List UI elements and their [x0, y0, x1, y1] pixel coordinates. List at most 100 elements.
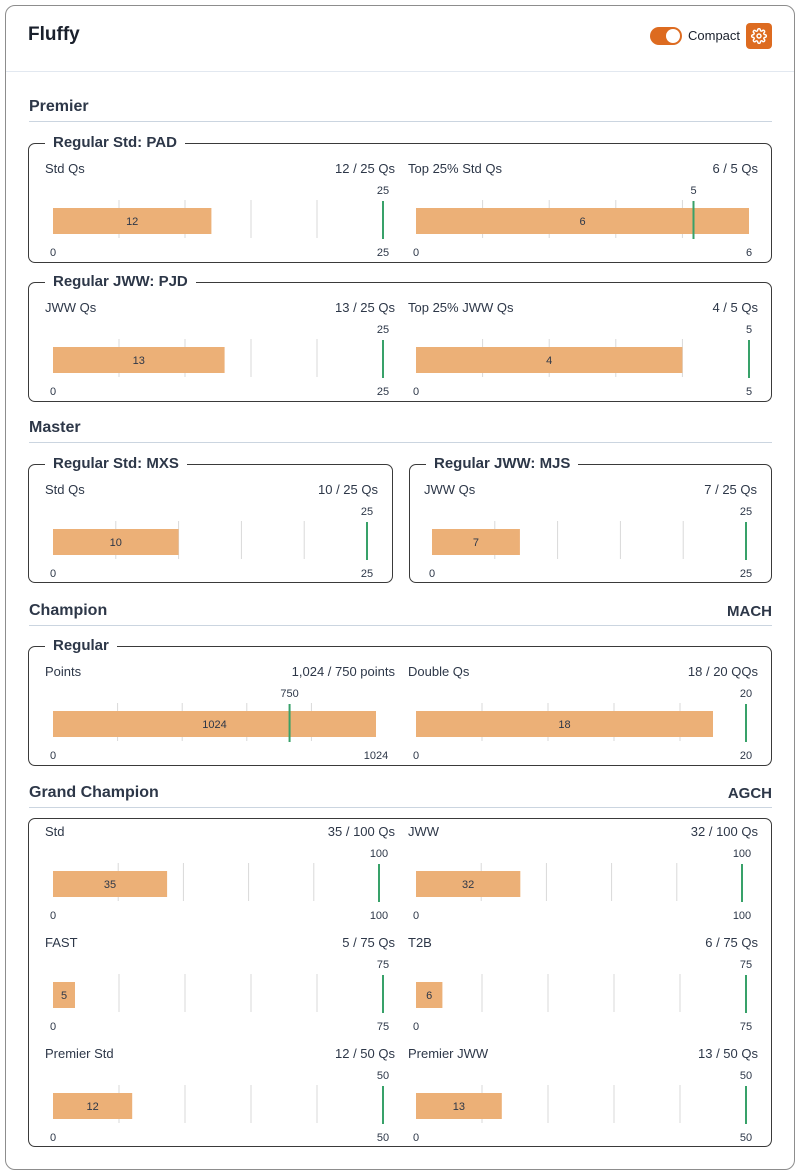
metric-pjd-top25-jww-qs: Top 25% JWW Qs 4 / 5 Qs 4 5 0 5	[408, 300, 758, 400]
metric-value-text: 12 / 50 Qs	[335, 1046, 395, 1061]
axis-min-label: 0	[50, 750, 56, 762]
axis-max-label: 25	[361, 568, 373, 580]
champion-section-header: Champion MACH	[29, 602, 772, 626]
metric-champion-double-qs: Double Qs 18 / 20 QQs 18 20 0 20	[408, 664, 758, 764]
axis-max-label: 20	[740, 750, 752, 762]
metric-value-text: 6 / 75 Qs	[705, 935, 758, 950]
group-mxs: Regular Std: MXS	[28, 455, 393, 583]
progress-bar	[416, 871, 521, 897]
premier-section-title: Premier	[29, 98, 89, 115]
metric-grand-fast: FAST 5 / 75 Qs 5 75 0 75	[45, 935, 395, 1035]
axis-min-label: 0	[413, 1021, 419, 1033]
dog-name-title: Fluffy	[28, 24, 80, 45]
premier-section-header: Premier	[29, 98, 772, 122]
axis-max-label: 75	[740, 1021, 752, 1033]
metric-grand-premier-std: Premier Std 12 / 50 Qs 12 50 0 50	[45, 1046, 395, 1146]
target-label: 50	[740, 1070, 752, 1082]
bar-value-label: 13	[133, 355, 145, 367]
dog-progress-card: Fluffy Compact Premier Regular Std: PAD …	[5, 5, 795, 1170]
metric-grand-jww: JWW 32 / 100 Qs 32 100 0 100	[408, 824, 758, 924]
target-label: 25	[361, 506, 373, 518]
bar-value-label: 12	[126, 216, 138, 228]
bar-value-label: 13	[453, 1101, 465, 1113]
axis-min-label: 0	[50, 386, 56, 398]
target-label: 100	[733, 848, 751, 860]
axis-max-label: 100	[370, 910, 388, 922]
champion-section-title: Champion	[29, 602, 108, 619]
grand-champion-section-title: Grand Champion	[29, 784, 159, 801]
metric-mjs-jww-qs: JWW Qs 7 / 25 Qs 7 25 0 25	[424, 482, 757, 582]
group-pad: Regular Std: PAD	[28, 134, 772, 263]
metric-value-text: 18 / 20 QQs	[687, 664, 758, 679]
gear-icon	[751, 28, 767, 44]
bar-value-label: 1024	[202, 719, 226, 731]
settings-button[interactable]	[746, 23, 772, 49]
toggle-knob	[666, 29, 680, 43]
metric-grand-premier-jww: Premier JWW 13 / 50 Qs 13 50 0 50	[408, 1046, 758, 1146]
bar-value-label: 35	[104, 879, 116, 891]
target-label: 5	[690, 185, 696, 197]
target-label: 5	[746, 324, 752, 336]
metric-champion-points: Points 1,024 / 750 points 1024 750 0 1024	[45, 664, 395, 764]
target-label: 750	[280, 688, 298, 700]
target-label: 25	[377, 185, 389, 197]
progress-bar	[53, 529, 179, 555]
champion-title-badge: MACH	[727, 603, 772, 620]
metric-value-text: 5 / 75 Qs	[342, 935, 395, 950]
bar-value-label: 7	[473, 537, 479, 549]
metric-pjd-jww-qs: JWW Qs 13 / 25 Qs 13 25 0 25	[45, 300, 395, 400]
compact-toggle[interactable]	[650, 27, 682, 45]
metric-bar-chart: 32 100 0 100	[413, 848, 751, 922]
bar-value-label: 5	[61, 990, 67, 1002]
metric-label: T2B	[408, 935, 432, 950]
metric-bar-chart: 1024 750 0 1024	[50, 688, 388, 762]
group-mjs-legend: Regular JWW: MJS	[434, 455, 571, 472]
metric-bar-chart: 13 50 0 50	[413, 1070, 752, 1144]
group-mjs: Regular JWW: MJS	[409, 455, 772, 583]
metric-value-text: 13 / 50 Qs	[698, 1046, 758, 1061]
axis-max-label: 50	[740, 1132, 752, 1144]
metric-value-text: 1,024 / 750 points	[291, 664, 395, 679]
axis-min-label: 0	[50, 910, 56, 922]
target-label: 100	[370, 848, 388, 860]
progress-bar	[432, 529, 520, 555]
target-label: 25	[740, 506, 752, 518]
metric-bar-chart: 18 20 0 20	[413, 688, 752, 762]
axis-min-label: 0	[413, 750, 419, 762]
progress-bar	[53, 871, 168, 897]
metric-bar-chart: 10 25 0 25	[50, 506, 373, 580]
metric-bar-chart: 6 5 0 6	[413, 185, 752, 259]
bar-value-label: 6	[579, 216, 585, 228]
master-section-header: Master	[29, 419, 772, 443]
metric-value-text: 6 / 5 Qs	[712, 161, 758, 176]
metric-value-text: 32 / 100 Qs	[690, 824, 758, 839]
metric-bar-chart: 6 75 0 75	[413, 959, 752, 1033]
metric-value-text: 13 / 25 Qs	[335, 300, 395, 315]
metric-bar-chart: 12 50 0 50	[50, 1070, 389, 1144]
metric-label: Premier JWW	[408, 1046, 489, 1061]
axis-max-label: 5	[746, 386, 752, 398]
metric-label: JWW Qs	[45, 300, 97, 315]
axis-min-label: 0	[50, 1021, 56, 1033]
progress-bar	[416, 711, 713, 737]
axis-max-label: 75	[377, 1021, 389, 1033]
axis-max-label: 25	[377, 247, 389, 259]
metric-value-text: 4 / 5 Qs	[712, 300, 758, 315]
progress-bar	[53, 711, 376, 737]
axis-max-label: 25	[377, 386, 389, 398]
metric-label: Std	[45, 824, 65, 839]
metric-label: Top 25% JWW Qs	[408, 300, 514, 315]
axis-min-label: 0	[429, 568, 435, 580]
metric-value-text: 35 / 100 Qs	[327, 824, 395, 839]
progress-bar	[53, 347, 225, 373]
axis-max-label: 100	[733, 910, 751, 922]
progress-bar	[53, 208, 212, 234]
grand-champion-title-badge: AGCH	[727, 785, 772, 802]
metric-label: Top 25% Std Qs	[408, 161, 502, 176]
axis-max-label: 1024	[364, 750, 388, 762]
metric-grand-std: Std 35 / 100 Qs 35 100 0 100	[45, 824, 395, 924]
metric-label: Std Qs	[45, 482, 85, 497]
metric-value-text: 7 / 25 Qs	[704, 482, 757, 497]
metric-label: Points	[45, 664, 82, 679]
bar-value-label: 4	[546, 355, 552, 367]
